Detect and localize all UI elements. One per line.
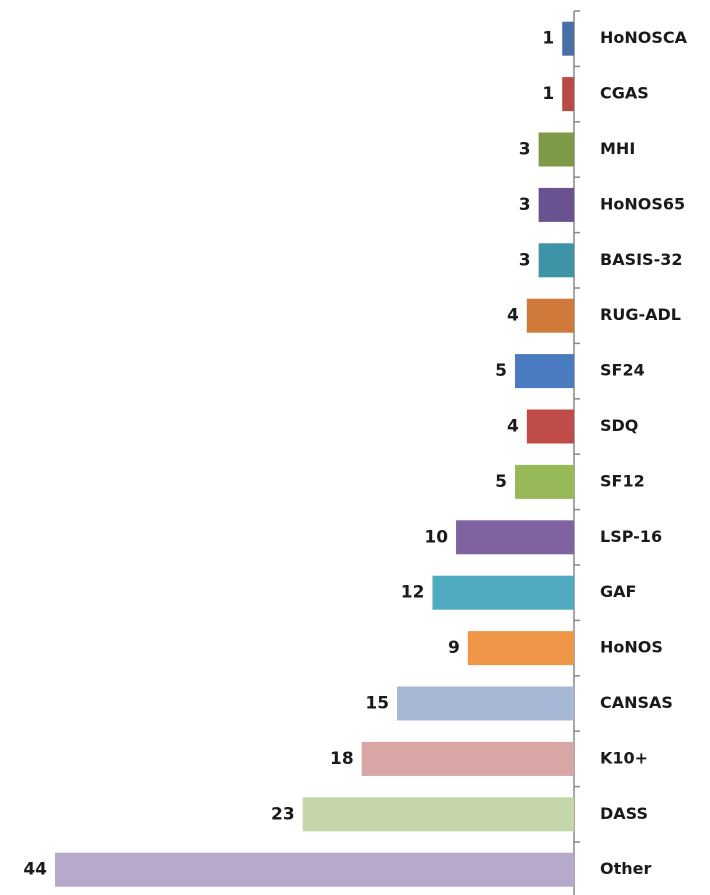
value-label: 18 — [330, 749, 354, 769]
value-label: 4 — [507, 306, 519, 326]
category-label: Other — [600, 859, 651, 878]
category-label: HoNOS — [600, 638, 663, 657]
bar — [302, 797, 574, 832]
category-label: CGAS — [600, 84, 649, 103]
value-label: 9 — [448, 638, 460, 658]
bar — [361, 741, 574, 776]
category-label: BASIS-32 — [600, 250, 682, 269]
category-label: DASS — [600, 804, 648, 823]
bar — [538, 132, 574, 167]
category-label: HoNOSCA — [600, 28, 688, 47]
value-label: 12 — [401, 583, 425, 603]
bar — [526, 298, 574, 333]
category-label: SF12 — [600, 471, 645, 490]
value-label: 23 — [271, 804, 295, 824]
bar — [538, 187, 574, 222]
category-label: RUG-ADL — [600, 305, 681, 324]
category-label: K10+ — [600, 748, 648, 767]
bar — [456, 520, 574, 555]
category-label: HoNOS65 — [600, 194, 685, 213]
bar — [55, 852, 574, 887]
bar — [538, 243, 574, 278]
value-label: 10 — [424, 527, 448, 547]
bar — [526, 409, 574, 444]
bar — [515, 464, 574, 499]
bar — [397, 686, 574, 721]
bar — [562, 21, 574, 56]
value-label: 5 — [495, 361, 507, 381]
value-label: 4 — [507, 417, 519, 437]
category-label: MHI — [600, 139, 635, 158]
value-label: 1 — [542, 29, 554, 49]
value-label: 3 — [519, 195, 531, 215]
value-label: 3 — [519, 250, 531, 270]
value-label: 15 — [365, 694, 389, 714]
value-label: 5 — [495, 472, 507, 492]
bar — [432, 575, 574, 610]
category-label: SF24 — [600, 361, 645, 380]
category-label: LSP-16 — [600, 527, 662, 546]
value-label: 44 — [23, 860, 47, 880]
bar — [467, 631, 574, 666]
value-label: 3 — [519, 140, 531, 160]
bar — [515, 354, 574, 389]
value-label: 1 — [542, 84, 554, 104]
bar — [562, 77, 574, 112]
category-label: CANSAS — [600, 693, 673, 712]
category-label: GAF — [600, 582, 636, 601]
category-label: SDQ — [600, 416, 638, 435]
